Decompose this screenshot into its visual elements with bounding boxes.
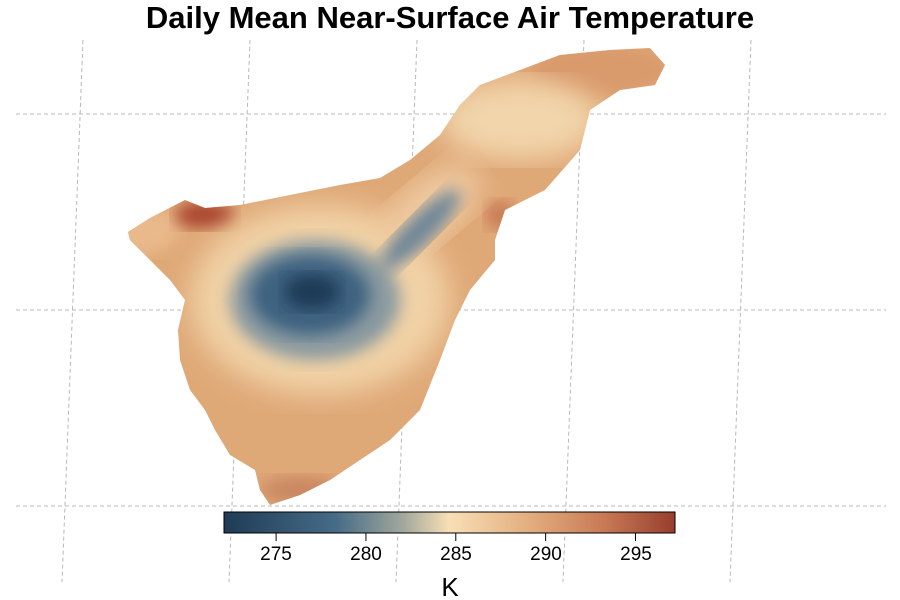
temperature-field xyxy=(128,48,665,505)
colorbar-tick-label: 295 xyxy=(620,544,652,565)
colorbar: 275 280 285 290 295 K xyxy=(223,511,676,600)
grid-line xyxy=(729,39,752,583)
colorbar-tick-label: 285 xyxy=(440,544,472,565)
colorbar-gradient xyxy=(223,511,676,534)
colorbar-unit-label: K xyxy=(441,572,459,600)
grid-line xyxy=(61,39,84,583)
colorbar-tick-label: 280 xyxy=(350,544,382,565)
colorbar-tick-label: 290 xyxy=(530,544,562,565)
chart-title: Daily Mean Near-Surface Air Temperature xyxy=(145,0,755,35)
colorbar-tick-label: 275 xyxy=(260,544,292,565)
